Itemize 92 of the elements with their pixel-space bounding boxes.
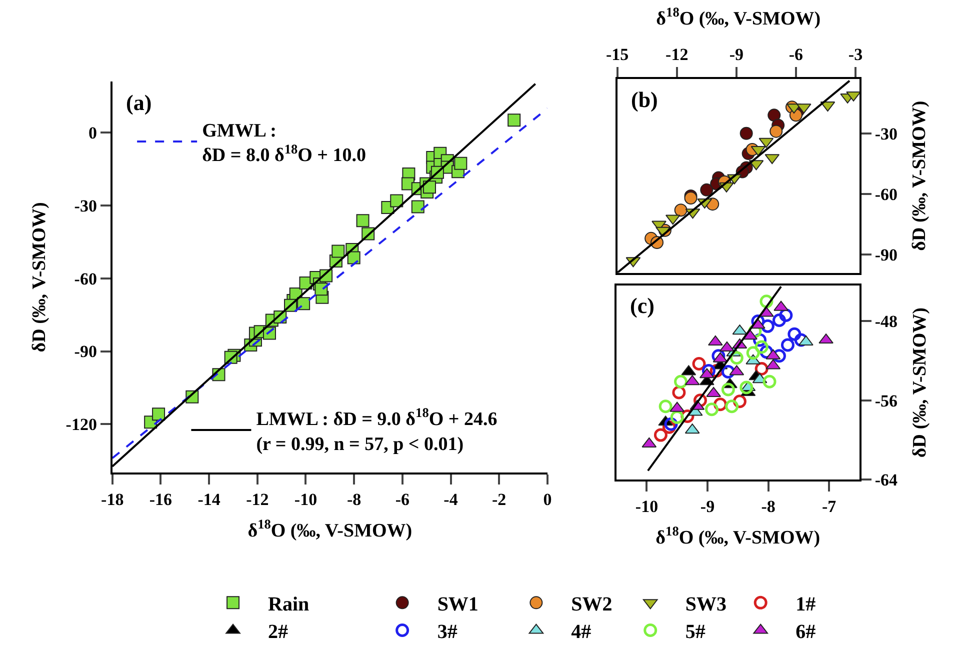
y-tick-label: -48 [874, 312, 898, 332]
x-tick-label: -9 [700, 496, 715, 516]
point [658, 400, 672, 414]
point [674, 204, 688, 217]
point [770, 124, 783, 138]
annotation: (a) [126, 90, 152, 115]
point [332, 244, 345, 258]
x-tick-label: -6 [395, 490, 410, 510]
point [454, 156, 468, 170]
point [700, 183, 714, 196]
y-axis-title: δD (‰, V-SMOW) [909, 308, 930, 458]
point [720, 341, 734, 352]
y-axis-title: δD (‰, V-SMOW) [29, 202, 50, 352]
x-tick-label: -15 [606, 44, 629, 64]
point [772, 349, 786, 363]
annotation: (b) [631, 87, 658, 112]
y-tick-label: -30 [874, 124, 898, 144]
x-axis-title: δ$^{18}$O (‰, V-SMOW) [656, 523, 820, 548]
legend-label: 5# [685, 621, 706, 644]
point [356, 214, 370, 228]
x-tick-label: -16 [149, 490, 172, 510]
point [779, 308, 793, 322]
legend-label: SW1 [437, 593, 478, 616]
point [721, 382, 735, 396]
point [654, 428, 668, 442]
x-tick-label: -9 [729, 44, 744, 64]
y-tick-label: -90 [74, 342, 97, 362]
y-tick-label: -60 [74, 269, 97, 288]
point [422, 180, 436, 194]
x-tick-label: -18 [101, 490, 124, 510]
x-tick-label: -12 [666, 44, 688, 64]
point [788, 327, 802, 341]
point [762, 374, 776, 388]
legend-label: 4# [571, 621, 592, 644]
x-tick-label: -7 [822, 496, 837, 516]
y-tick-label: -30 [74, 196, 97, 216]
y-tick-label: -64 [874, 470, 898, 490]
point [712, 349, 726, 363]
legend-label: SW3 [685, 593, 726, 616]
x-tick-label: -10 [294, 490, 318, 510]
point [692, 357, 706, 371]
point [314, 282, 328, 296]
point [798, 336, 814, 346]
point [754, 340, 768, 354]
point [772, 313, 786, 327]
point [674, 374, 688, 388]
legend-label: 1# [796, 593, 816, 616]
point [746, 346, 760, 360]
x-tick-label: -12 [246, 490, 269, 510]
y-tick-label: -120 [66, 415, 97, 434]
legend-label: 2# [268, 621, 288, 644]
annotation: (c) [630, 293, 654, 318]
point [760, 319, 774, 333]
point [411, 200, 424, 214]
legend-label: LMWL : δD = 9.0 δ$^{18}$O + 24.6 (r = 0.99, n = 57, p < 0.01) [256, 405, 498, 455]
point [774, 300, 788, 311]
legend-label: Rain [268, 593, 310, 616]
x-axis-title: δ$^{18}$O (‰, V-SMOW) [248, 516, 412, 542]
legend-label: 3# [437, 621, 458, 644]
point [725, 400, 739, 414]
y-axis-title: δD (‰, V-SMOW) [908, 100, 930, 251]
x-tick-label: -2 [492, 490, 506, 510]
x-tick-label: -10 [635, 496, 658, 516]
point [740, 126, 753, 140]
x-tick-label: 0 [543, 490, 552, 510]
y-tick-label: -60 [874, 184, 898, 204]
x-tick-label: -6 [788, 44, 804, 64]
x-tick-label: -8 [346, 490, 362, 510]
legend-label: GMWL : δD = 8.0 δ$^{18}$O + 10.0 [202, 120, 366, 166]
point [152, 408, 166, 421]
point [670, 410, 684, 424]
x-tick-label: -14 [198, 490, 221, 510]
legend-label: SW2 [571, 593, 612, 616]
point [705, 402, 719, 416]
point [818, 334, 834, 344]
point [684, 192, 698, 205]
point [740, 380, 754, 394]
legend-label: 6# [796, 621, 816, 644]
y-tick-label: -90 [874, 246, 898, 265]
y-tick-label: 0 [88, 124, 97, 143]
x-tick-label: -3 [848, 44, 863, 64]
point [702, 364, 716, 378]
x-axis-title: δ$^{18}$O (‰, V-SMOW) [656, 4, 821, 30]
y-tick-label: -56 [874, 391, 898, 410]
point [508, 114, 521, 127]
x-tick-label: -8 [761, 496, 776, 516]
point [390, 194, 404, 208]
point [754, 362, 768, 376]
point [780, 338, 794, 352]
point [768, 108, 781, 122]
x-tick-label: -4 [444, 490, 458, 510]
point [721, 364, 735, 378]
